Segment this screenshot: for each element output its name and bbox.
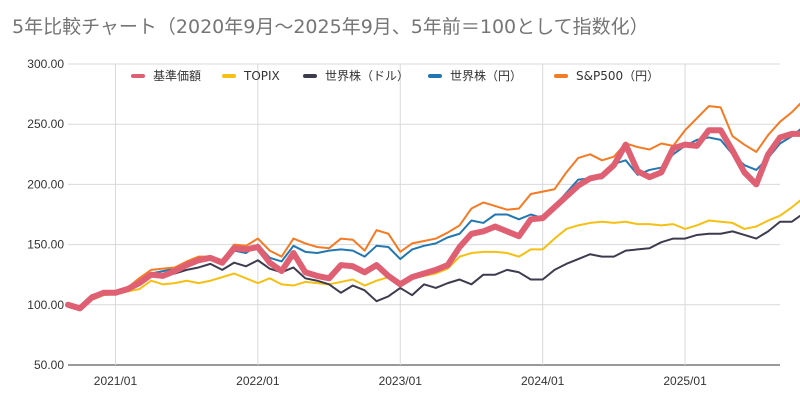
legend-swatch (222, 74, 236, 78)
legend-label: TOPIX (243, 69, 280, 83)
legend-label: 基準価額 (153, 68, 201, 83)
y-tick-label: 200.00 (27, 177, 64, 191)
legend-label: S&P500（円） (576, 69, 659, 83)
chart-title: 5年比較チャート（2020年9月～2025年9月、5年前＝100として指数化） (12, 16, 649, 38)
grid (68, 63, 780, 366)
y-axis-ticks: 50.00 100.00 150.00 200.00 250.00 300.00 (27, 57, 64, 372)
series-lines (65, 102, 800, 312)
y-tick-label: 300.00 (27, 57, 64, 71)
series-line-0 (65, 127, 800, 312)
legend-swatch (428, 74, 442, 78)
x-axis-ticks: 2021/01 2022/01 2023/01 2024/01 2025/01 (94, 374, 707, 388)
legend-label: 世界株（ドル） (325, 68, 409, 83)
legend-swatch (131, 74, 145, 78)
x-tick-label: 2023/01 (379, 374, 423, 388)
series-line-2 (67, 214, 800, 310)
x-tick-label: 2025/01 (663, 374, 707, 388)
y-tick-label: 50.00 (34, 358, 64, 372)
y-tick-label: 150.00 (27, 238, 64, 252)
series-line-4 (67, 102, 800, 309)
x-tick-label: 2021/01 (94, 374, 138, 388)
legend-label: 世界株（円） (450, 68, 522, 83)
x-tick-label: 2024/01 (521, 374, 565, 388)
legend-swatch (554, 74, 568, 78)
legend: 基準価額 TOPIX 世界株（ドル） 世界株（円） S&P500（円） (131, 68, 659, 83)
series-line-1 (67, 199, 800, 310)
legend-swatch (303, 74, 317, 78)
x-tick-label: 2022/01 (236, 374, 280, 388)
y-tick-label: 100.00 (27, 298, 64, 312)
y-tick-label: 250.00 (27, 117, 64, 131)
